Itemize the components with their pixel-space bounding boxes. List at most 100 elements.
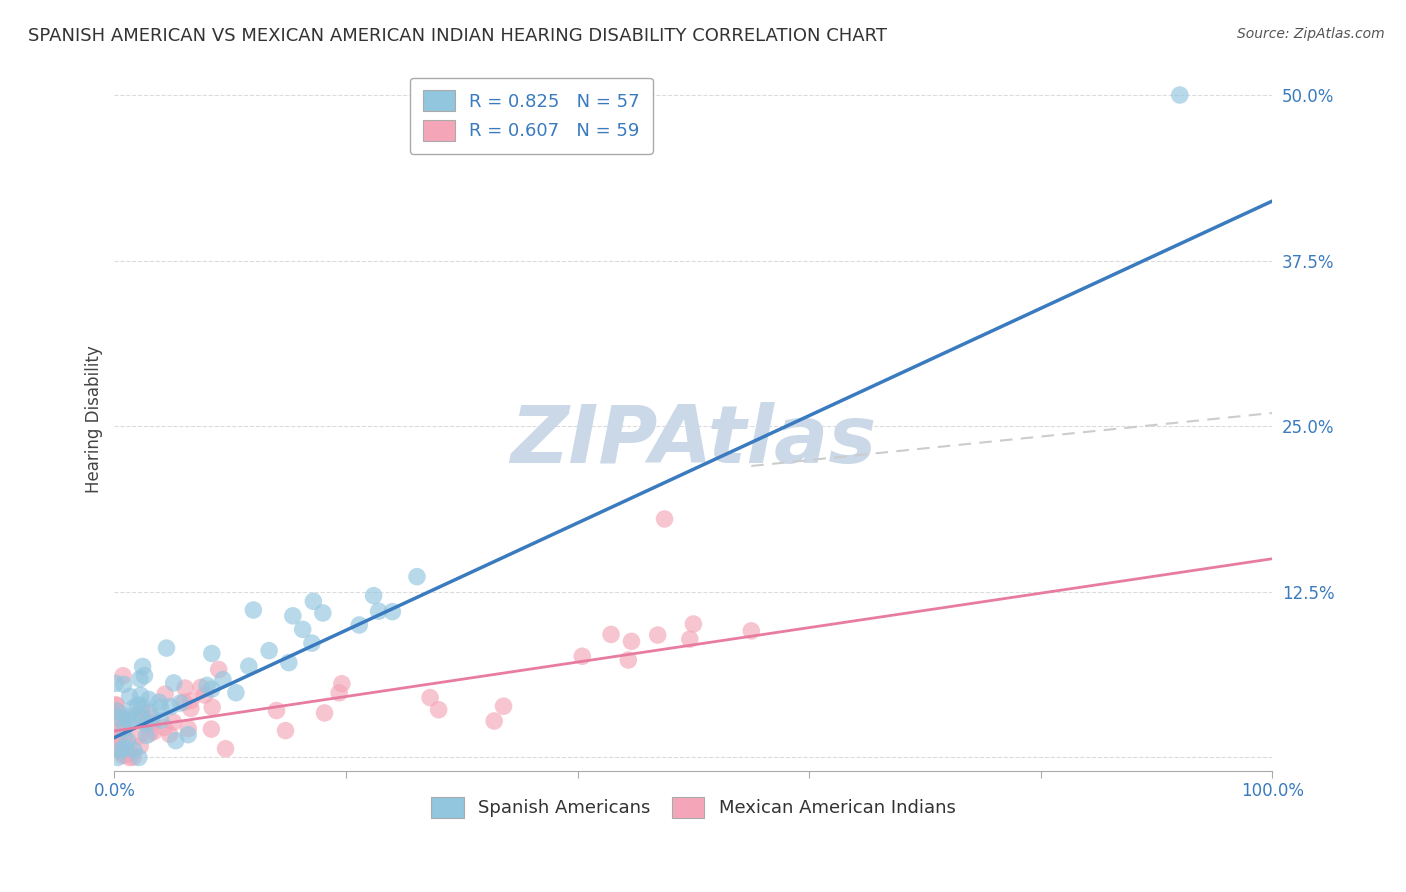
Point [117, 714, 139, 728]
Point [134, 668, 156, 682]
Point [367, 604, 389, 618]
Point [111, 747, 134, 761]
Point [118, 690, 141, 704]
Point [131, 710, 153, 724]
Point [200, 722, 222, 736]
Point [165, 733, 187, 747]
Point [118, 750, 141, 764]
Point [159, 699, 181, 714]
Point [201, 700, 224, 714]
Point [112, 677, 135, 691]
Text: ZIPAtlas: ZIPAtlas [510, 401, 876, 480]
Point [129, 672, 152, 686]
Point [195, 678, 218, 692]
Point [617, 653, 640, 667]
Point [131, 704, 153, 718]
Point [143, 724, 166, 739]
Point [110, 735, 132, 749]
Point [115, 709, 138, 723]
Point [169, 696, 191, 710]
Point [141, 710, 163, 724]
Point [115, 747, 138, 761]
Point [679, 632, 702, 647]
Point [266, 704, 288, 718]
Point [111, 748, 134, 763]
Point [363, 589, 385, 603]
Point [682, 617, 704, 632]
Point [105, 741, 128, 756]
Point [138, 706, 160, 720]
Point [208, 663, 231, 677]
Point [141, 715, 163, 730]
Point [180, 701, 202, 715]
Point [162, 715, 184, 730]
Point [131, 699, 153, 714]
Point [105, 698, 128, 712]
Point [257, 643, 280, 657]
Point [107, 710, 129, 724]
Point [173, 695, 195, 709]
Point [177, 728, 200, 742]
Point [149, 700, 172, 714]
Point [135, 716, 157, 731]
Point [242, 603, 264, 617]
Point [193, 688, 215, 702]
Point [1168, 88, 1191, 103]
Point [104, 698, 127, 713]
Point [122, 701, 145, 715]
Point [214, 741, 236, 756]
Point [105, 704, 128, 718]
Point [129, 739, 152, 753]
Point [274, 723, 297, 738]
Point [135, 728, 157, 742]
Point [201, 682, 224, 697]
Point [291, 623, 314, 637]
Point [104, 676, 127, 690]
Point [201, 647, 224, 661]
Point [177, 722, 200, 736]
Point [600, 627, 623, 641]
Point [114, 741, 136, 756]
Point [117, 733, 139, 747]
Point [124, 710, 146, 724]
Point [302, 594, 325, 608]
Point [112, 722, 135, 736]
Point [153, 687, 176, 701]
Text: Source: ZipAtlas.com: Source: ZipAtlas.com [1237, 27, 1385, 41]
Point [107, 733, 129, 747]
Point [149, 713, 172, 727]
Text: SPANISH AMERICAN VS MEXICAN AMERICAN INDIAN HEARING DISABILITY CORRELATION CHART: SPANISH AMERICAN VS MEXICAN AMERICAN IND… [28, 27, 887, 45]
Point [159, 727, 181, 741]
Point [654, 512, 676, 526]
Point [314, 706, 336, 720]
Point [127, 698, 149, 712]
Point [118, 746, 141, 760]
Point [129, 689, 152, 703]
Point [180, 694, 202, 708]
Y-axis label: Hearing Disability: Hearing Disability [86, 346, 103, 493]
Point [492, 699, 515, 714]
Point [128, 750, 150, 764]
Point [330, 677, 353, 691]
Point [104, 725, 127, 739]
Point [105, 704, 128, 718]
Point [381, 605, 404, 619]
Point [419, 690, 441, 705]
Point [349, 618, 371, 632]
Point [212, 673, 235, 687]
Point [108, 743, 131, 757]
Point [122, 750, 145, 764]
Point [482, 714, 505, 728]
Point [225, 686, 247, 700]
Point [620, 634, 643, 648]
Point [122, 714, 145, 728]
Point [155, 641, 177, 656]
Point [127, 730, 149, 744]
Point [148, 695, 170, 709]
Point [277, 656, 299, 670]
Point [328, 686, 350, 700]
Point [138, 692, 160, 706]
Point [406, 569, 429, 583]
Point [427, 703, 450, 717]
Point [138, 726, 160, 740]
